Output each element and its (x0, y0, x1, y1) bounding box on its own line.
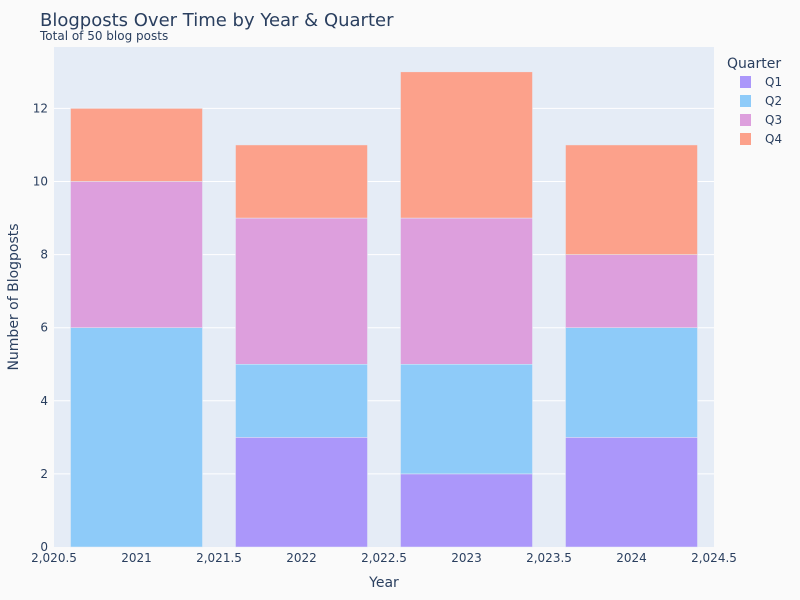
x-tick-label: 2,021.5 (196, 551, 242, 565)
legend-swatch-q2[interactable] (740, 95, 751, 107)
y-tick-label: 4 (40, 394, 48, 408)
x-axis-title: Year (368, 575, 399, 591)
y-axis-title: Number of Blogposts (6, 223, 22, 370)
legend-swatch-q1[interactable] (740, 76, 751, 88)
x-tick-label: 2021 (121, 551, 152, 565)
bar-q3-2021[interactable] (70, 181, 203, 328)
y-tick-label: 2 (40, 467, 48, 481)
x-tick-label: 2,020.5 (31, 551, 77, 565)
bar-q3-2022[interactable] (235, 217, 368, 365)
bar-q2-2023[interactable] (400, 364, 533, 475)
y-tick-label: 0 (40, 540, 48, 554)
x-tick-label: 2,023.5 (526, 551, 572, 565)
x-tick-label: 2,024.5 (691, 551, 737, 565)
legend-label-q2[interactable]: Q2 (765, 94, 782, 108)
bar-q4-2022[interactable] (235, 144, 368, 219)
bar-q1-2024[interactable] (565, 437, 698, 548)
bar-q1-2023[interactable] (400, 473, 533, 548)
legend-title: Quarter (727, 56, 781, 72)
bar-q3-2024[interactable] (565, 254, 698, 328)
x-tick-label: 2022 (286, 551, 317, 565)
bars (70, 71, 698, 548)
y-tick-label: 12 (33, 101, 48, 115)
bar-q4-2021[interactable] (70, 108, 203, 182)
bar-q2-2021[interactable] (70, 327, 203, 548)
bar-q2-2024[interactable] (565, 327, 698, 438)
chart-subtitle: Total of 50 blog posts (39, 29, 168, 43)
x-tick-label: 2,022.5 (361, 551, 407, 565)
bar-q3-2023[interactable] (400, 217, 533, 365)
x-tick-label: 2023 (451, 551, 482, 565)
y-tick-label: 10 (33, 175, 48, 189)
bar-q4-2023[interactable] (400, 71, 533, 219)
legend: Quarter Q1 Q2 Q3 Q4 (727, 56, 782, 146)
bar-q1-2022[interactable] (235, 437, 368, 548)
x-tick-label: 2024 (616, 551, 647, 565)
bar-q2-2022[interactable] (235, 364, 368, 438)
y-axis-ticks: 0 2 4 6 8 10 12 (33, 101, 48, 554)
y-tick-label: 6 (40, 321, 48, 335)
chart-title: Blogposts Over Time by Year & Quarter (40, 10, 394, 31)
legend-label-q1[interactable]: Q1 (765, 75, 782, 89)
bar-q4-2024[interactable] (565, 144, 698, 255)
legend-swatch-q4[interactable] (740, 133, 751, 145)
x-axis-ticks: 2,020.5 2021 2,021.5 2022 2,022.5 2023 2,023.5… (31, 551, 737, 565)
y-tick-label: 8 (40, 248, 48, 262)
legend-label-q3[interactable]: Q3 (765, 113, 782, 127)
legend-label-q4[interactable]: Q4 (765, 132, 782, 146)
legend-swatch-q3[interactable] (740, 114, 751, 126)
